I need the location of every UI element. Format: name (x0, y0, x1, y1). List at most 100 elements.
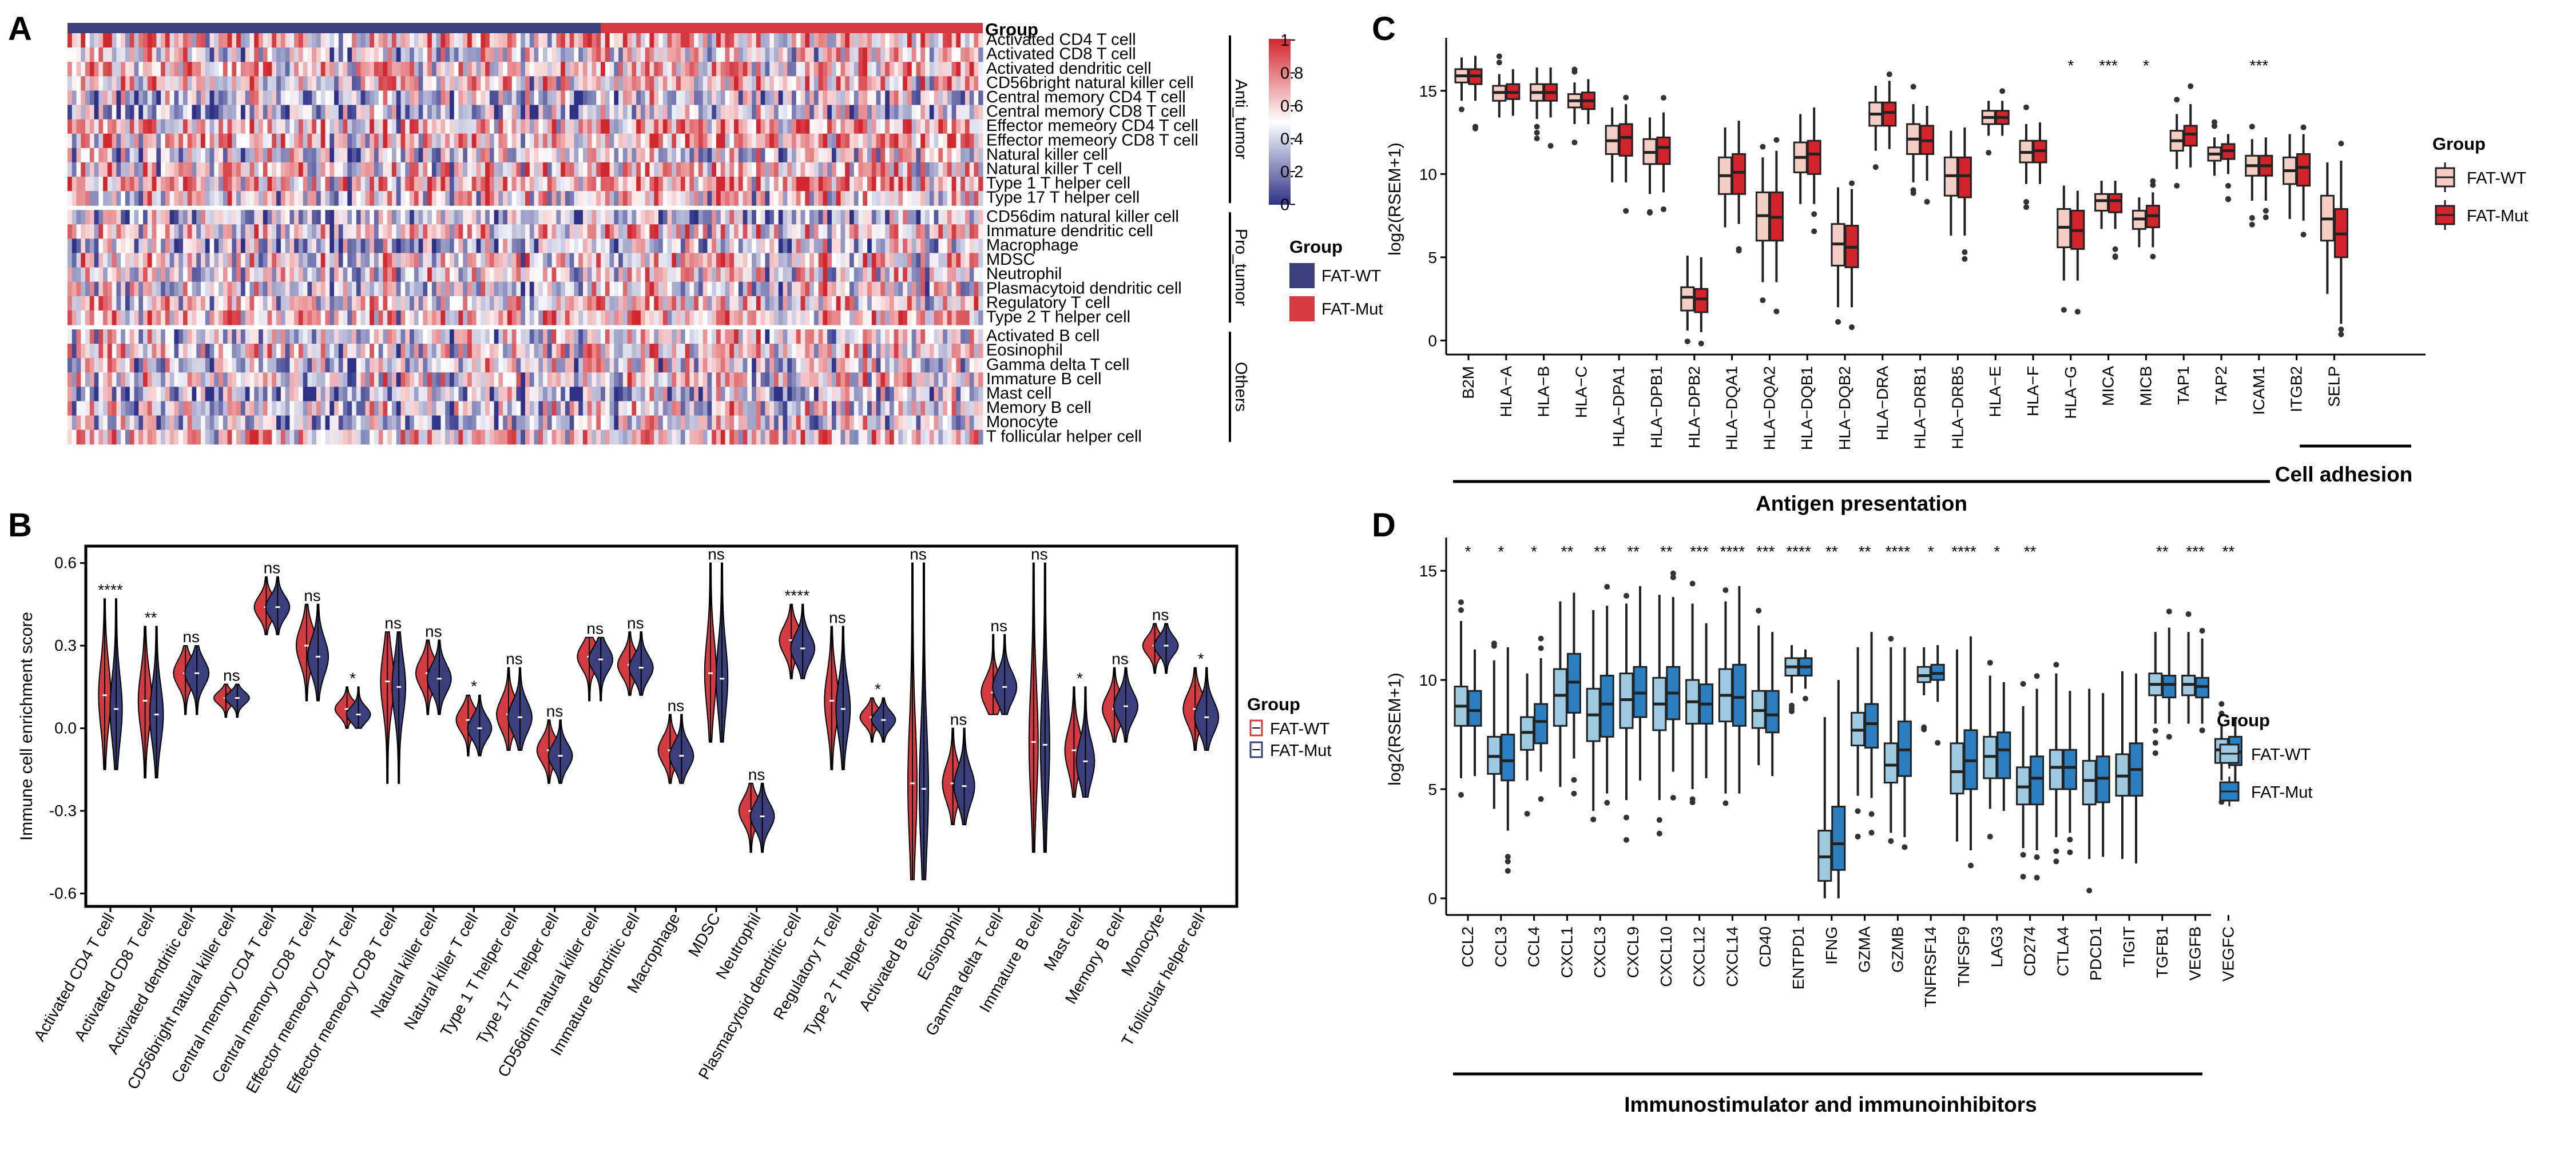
heatmap-cell (601, 191, 606, 206)
heatmap-cell (800, 105, 805, 120)
heatmap-cell (511, 62, 517, 77)
heatmap-cell (556, 238, 561, 254)
heatmap-cell (227, 372, 232, 387)
heatmap-cell (400, 238, 406, 254)
heatmap-cell (298, 310, 304, 325)
heatmap-cell (569, 90, 575, 106)
heatmap-cell (370, 210, 375, 225)
heatmap-cell (672, 210, 677, 225)
heatmap-cell (121, 162, 126, 177)
heatmap-cell (294, 329, 299, 344)
heatmap-cell (192, 310, 197, 325)
heatmap-cell (529, 267, 535, 282)
heatmap-cell (89, 191, 95, 206)
heatmap-cell (649, 90, 654, 106)
heatmap-cell (312, 372, 317, 387)
heatmap-cell (192, 224, 197, 239)
heatmap-cell (654, 90, 659, 106)
heatmap-cell (969, 310, 975, 325)
heatmap-cell (489, 191, 495, 206)
heatmap-cell (622, 177, 628, 192)
heatmap-cell (840, 177, 846, 192)
heatmap-cell (632, 90, 637, 106)
heatmap-cell (765, 33, 770, 48)
heatmap-cell (396, 267, 402, 282)
heatmap-cell (960, 119, 966, 134)
heatmap-cell (605, 310, 610, 325)
heatmap-cell (240, 76, 246, 91)
heatmap-cell (94, 148, 99, 163)
heatmap-cell (360, 148, 366, 163)
heatmap-cell (778, 148, 784, 163)
heatmap-cell (72, 358, 77, 373)
heatmap-cell (756, 162, 761, 177)
heatmap-cell (423, 238, 428, 254)
heatmap-cell (489, 329, 495, 344)
heatmap-cell (618, 224, 624, 239)
heatmap-cell (307, 162, 312, 177)
heatmap-cell (960, 133, 966, 149)
heatmap-cell (974, 210, 979, 225)
heatmap-cell (565, 47, 570, 62)
heatmap-cell (938, 162, 943, 177)
heatmap-cell (676, 253, 681, 268)
heatmap-cell (182, 238, 188, 254)
heatmap-cell (161, 253, 166, 268)
heatmap-cell (707, 177, 712, 192)
heatmap-cell (378, 267, 384, 282)
heatmap-cell (165, 105, 170, 120)
heatmap-cell (836, 47, 842, 62)
heatmap-cell (312, 210, 317, 225)
heatmap-cell (121, 238, 126, 254)
heatmap-cell (232, 210, 237, 225)
heatmap-cell (201, 267, 206, 282)
heatmap-cell (662, 267, 668, 282)
heatmap-cell (481, 372, 486, 387)
heatmap-cell (676, 344, 681, 359)
heatmap-cell (89, 329, 95, 344)
heatmap-cell (582, 76, 588, 91)
heatmap-cell (903, 281, 908, 297)
heatmap-cell (551, 238, 557, 254)
heatmap-cell (356, 33, 362, 48)
heatmap-cell (662, 76, 668, 91)
heatmap-cell (871, 329, 877, 344)
heatmap-cell (182, 296, 188, 311)
heatmap-cell (134, 310, 139, 325)
heatmap-cell (129, 329, 135, 344)
heatmap-cell (418, 191, 423, 206)
heatmap-cell (947, 344, 952, 359)
heatmap-cell (813, 310, 819, 325)
heatmap-cell (800, 90, 805, 106)
heatmap-cell (898, 238, 903, 254)
heatmap-cell (951, 210, 956, 225)
heatmap-cell (720, 344, 726, 359)
heatmap-cell (672, 344, 677, 359)
heatmap-cell (156, 281, 161, 297)
heatmap-cell (587, 253, 593, 268)
heatmap-cell (911, 191, 917, 206)
heatmap-cell (125, 177, 130, 192)
heatmap-cell (778, 177, 784, 192)
heatmap-cell (76, 177, 81, 192)
heatmap-cell (765, 90, 770, 106)
heatmap-cell (249, 253, 255, 268)
heatmap-cell (201, 33, 206, 48)
heatmap-cell (743, 90, 748, 106)
heatmap-cell (601, 133, 606, 149)
heatmap-cell (192, 62, 197, 77)
heatmap-cell (756, 281, 761, 297)
heatmap-cell (196, 148, 201, 163)
heatmap-cell (645, 148, 650, 163)
heatmap-cell (813, 76, 819, 91)
heatmap-cell (743, 33, 748, 48)
heatmap-cell (458, 372, 463, 387)
heatmap-cell (916, 253, 921, 268)
heatmap-cell (227, 90, 232, 106)
heatmap-cell (694, 133, 699, 149)
heatmap-cell (254, 344, 259, 359)
heatmap-cell (654, 76, 659, 91)
heatmap-cell (489, 238, 495, 254)
heatmap-cell (587, 162, 593, 177)
heatmap-cell (547, 372, 553, 387)
